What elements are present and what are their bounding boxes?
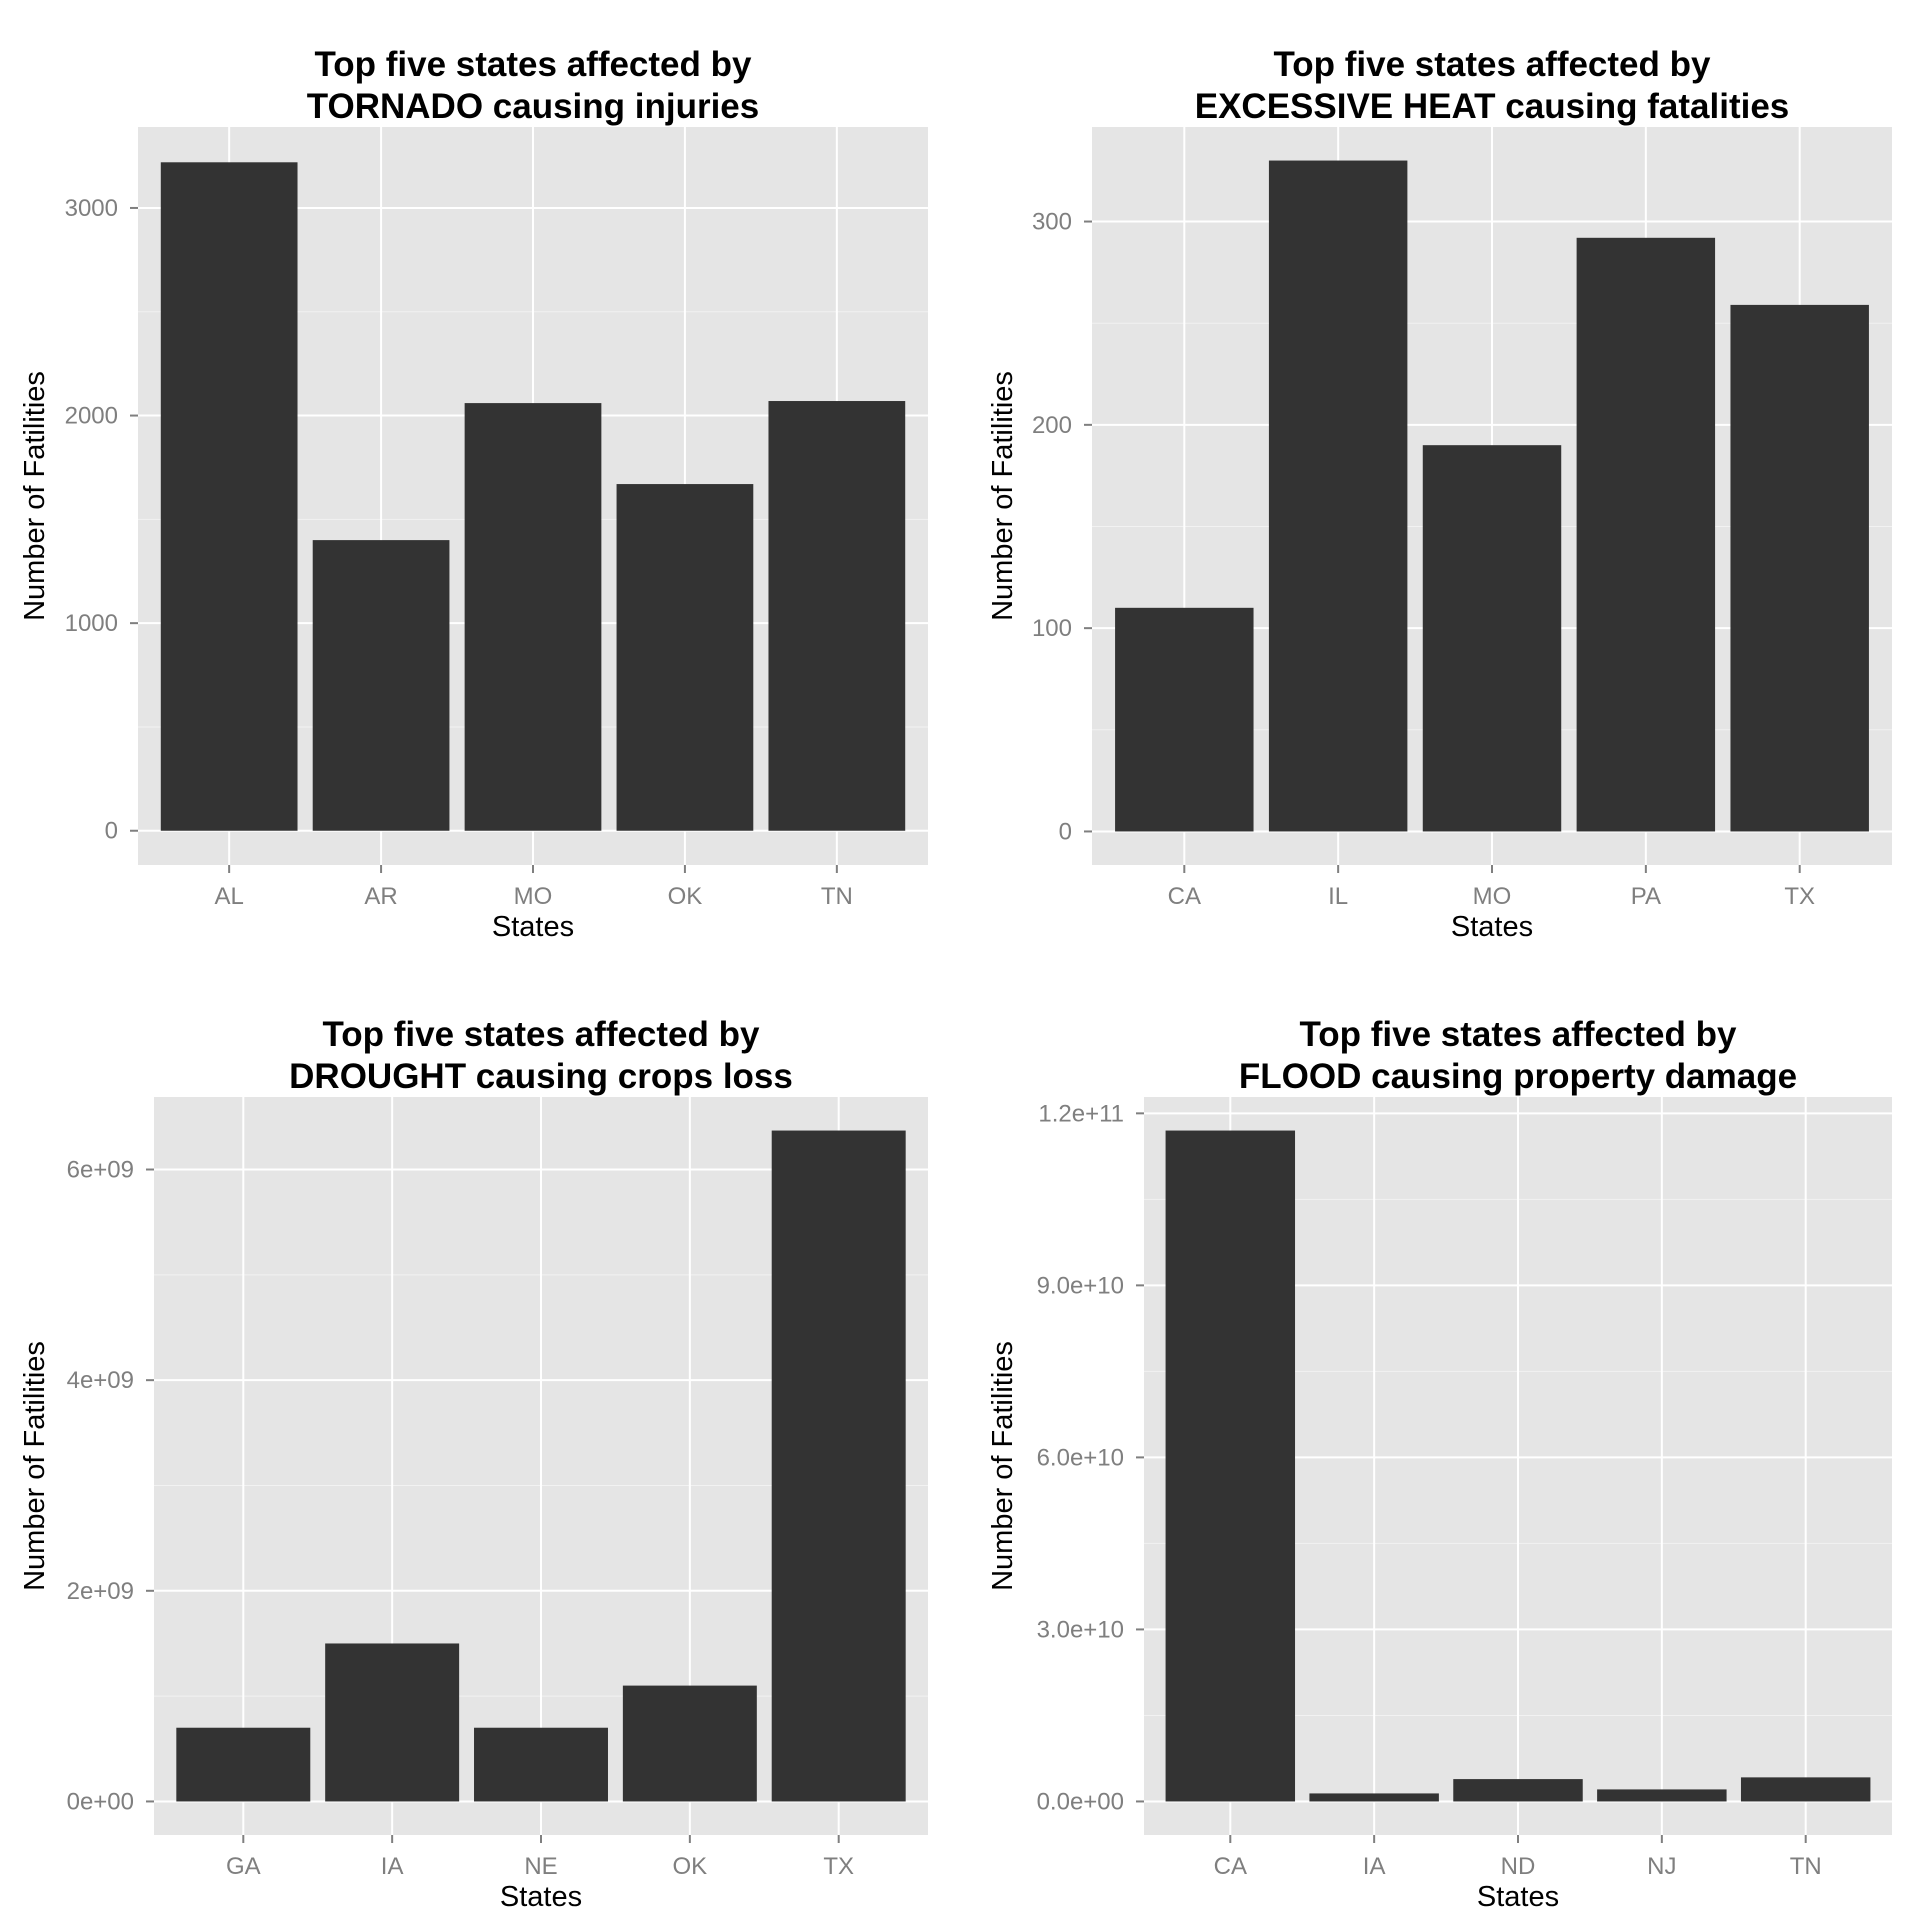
- bar-ok: [622, 1685, 757, 1802]
- x-axis-title: States: [500, 1881, 582, 1913]
- x-tick-label: IA: [1363, 1853, 1386, 1880]
- x-axis-title: States: [1451, 911, 1533, 943]
- y-tick-label: 4e+09: [67, 1367, 134, 1394]
- x-tick-label: MO: [1473, 883, 1512, 910]
- y-axis-title: Number of Fatilities: [987, 371, 1019, 621]
- y-tick-label: 6.0e+10: [1037, 1444, 1124, 1471]
- chart-panel-2: 0 100 200 300 CA IL MO PA TX Top five states affe…: [987, 45, 1892, 943]
- y-tick-label: 1000: [65, 610, 118, 637]
- chart-title-line-2: TORNADO causing injuries: [307, 87, 760, 126]
- x-tick-label: IL: [1328, 883, 1348, 910]
- bar-ia: [1309, 1793, 1439, 1802]
- bar-ok: [616, 484, 754, 831]
- x-tick-label: OK: [673, 1853, 708, 1880]
- bar-al: [160, 162, 298, 831]
- chart-panel-1: 0 1000 2000 3000 AL AR MO OK TN Top five states a…: [19, 45, 928, 943]
- x-tick-label: TN: [821, 883, 853, 910]
- bar-tn: [1740, 1777, 1871, 1802]
- x-axis-title: States: [492, 911, 574, 943]
- y-tick-label: 1.2e+11: [1038, 1100, 1124, 1127]
- y-axis-title: Number of Fatilities: [19, 1341, 51, 1591]
- y-tick-label: 3000: [65, 195, 118, 222]
- bar-mo: [464, 403, 602, 831]
- chart-title-line-1: Top five states affected by: [1300, 1015, 1738, 1054]
- bar-il: [1268, 160, 1408, 832]
- x-tick-label: AR: [364, 883, 397, 910]
- x-tick-label: NE: [524, 1853, 557, 1880]
- y-tick-label: 2000: [65, 403, 118, 430]
- bar-tn: [768, 401, 906, 831]
- chart-panel-4: 0.0e+00 3.0e+10 6.0e+10 9.0e+10 1.2e+11 CA IA N…: [987, 1015, 1892, 1913]
- bar-ca: [1115, 607, 1254, 832]
- bar-mo: [1422, 445, 1562, 832]
- y-tick-label: 2e+09: [67, 1578, 134, 1605]
- bar-ga: [176, 1727, 311, 1802]
- x-tick-label: IA: [381, 1853, 404, 1880]
- chart-title-line-2: FLOOD causing property damage: [1239, 1057, 1797, 1096]
- y-tick-label: 0: [105, 818, 118, 845]
- chart-title-line-1: Top five states affected by: [323, 1015, 761, 1054]
- y-axis-title: Number of Fatilities: [987, 1341, 1019, 1591]
- bar-ca: [1165, 1130, 1296, 1802]
- x-axis-title: States: [1477, 1881, 1559, 1913]
- chart-title-line-1: Top five states affected by: [1274, 45, 1712, 84]
- bar-ne: [474, 1727, 608, 1802]
- y-axis-title: Number of Fatilities: [19, 371, 51, 621]
- x-tick-label: CA: [1214, 1853, 1247, 1880]
- bar-ia: [325, 1643, 460, 1802]
- y-tick-label: 6e+09: [67, 1157, 134, 1184]
- x-tick-label: NJ: [1647, 1853, 1676, 1880]
- y-tick-label: 300: [1032, 209, 1072, 236]
- y-tick-label: 0.0e+00: [1037, 1788, 1124, 1815]
- chart-title-line-1: Top five states affected by: [315, 45, 753, 84]
- bar-nd: [1453, 1779, 1583, 1802]
- x-tick-label: CA: [1168, 883, 1201, 910]
- x-tick-label: MO: [514, 883, 553, 910]
- y-tick-label: 0e+00: [67, 1788, 134, 1815]
- x-tick-label: GA: [226, 1853, 261, 1880]
- x-tick-label: ND: [1501, 1853, 1536, 1880]
- bar-tx: [1730, 304, 1869, 832]
- y-tick-label: 9.0e+10: [1037, 1272, 1124, 1299]
- x-tick-label: TN: [1790, 1853, 1822, 1880]
- bar-nj: [1597, 1789, 1727, 1802]
- y-tick-label: 100: [1032, 615, 1072, 642]
- y-tick-label: 0: [1059, 818, 1072, 845]
- chart-title-line-2: DROUGHT causing crops loss: [289, 1057, 793, 1096]
- x-tick-label: OK: [668, 883, 703, 910]
- x-tick-label: TX: [1784, 883, 1815, 910]
- chart-panel-3: 0e+00 2e+09 4e+09 6e+09 GA IA NE OK TX Top five s…: [19, 1015, 928, 1913]
- chart-title-line-2: EXCESSIVE HEAT causing fatalities: [1195, 87, 1790, 126]
- y-tick-label: 3.0e+10: [1037, 1616, 1124, 1643]
- bar-pa: [1576, 237, 1716, 832]
- y-tick-label: 200: [1032, 412, 1072, 439]
- bar-ar: [312, 540, 450, 831]
- x-tick-label: PA: [1631, 883, 1661, 910]
- x-tick-label: TX: [823, 1853, 854, 1880]
- x-tick-label: AL: [214, 883, 243, 910]
- bar-tx: [771, 1130, 906, 1802]
